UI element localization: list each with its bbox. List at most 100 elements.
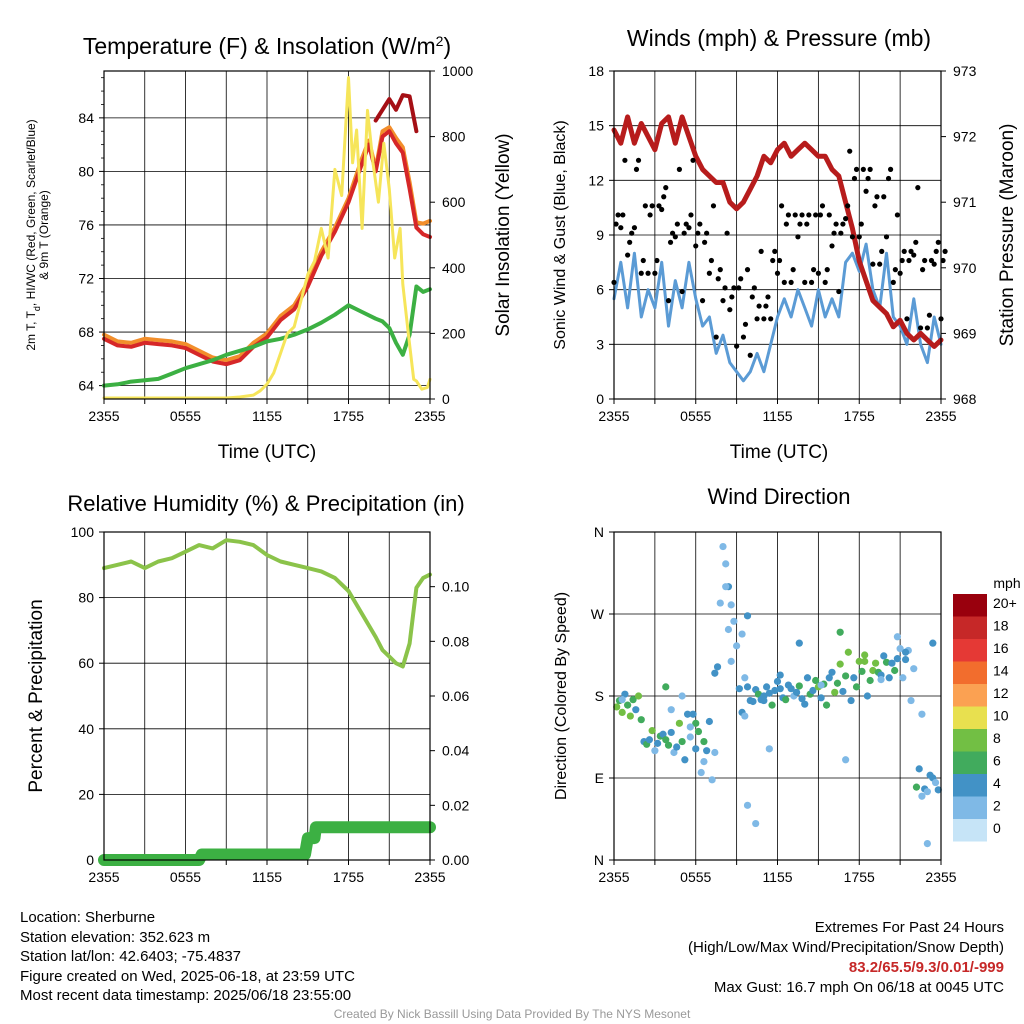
- wind-direction-point: [896, 645, 904, 653]
- gust-point: [804, 221, 810, 227]
- gust-point: [924, 325, 930, 331]
- gust-point: [851, 175, 858, 182]
- wind-direction-point: [711, 748, 719, 757]
- gust-point: [836, 288, 842, 295]
- gust-point: [920, 267, 926, 273]
- extremes-subtitle: (High/Low/Max Wind/Precipitation/Snow De…: [688, 939, 1004, 956]
- x-tick-label: 1155: [762, 869, 792, 885]
- y2-tick-label: 0.06: [442, 688, 469, 704]
- x-tick-label: 0555: [170, 869, 201, 885]
- y2-tick-label: 973: [953, 63, 977, 79]
- station-info: Location: Sherburne Station elevation: 3…: [20, 908, 355, 1006]
- gust-point: [738, 276, 744, 282]
- gust-point: [672, 234, 678, 240]
- gust-point: [915, 185, 921, 191]
- gust-point: [942, 248, 948, 254]
- winds-plot-area: 2355 0555 1155 1755 235503691215189689699709…: [588, 63, 976, 424]
- y-tick-label: W: [591, 606, 605, 622]
- gust-point: [656, 203, 662, 209]
- temperature-panel: Temperature (F) & Insolation (W/m2) 2355…: [24, 33, 514, 463]
- x-tick-label: 0555: [680, 408, 711, 424]
- legend-swatch: [953, 661, 987, 684]
- gust-point: [763, 303, 769, 309]
- gust-point: [843, 216, 849, 222]
- wind-direction-point: [763, 683, 771, 691]
- wind-direction-point: [882, 658, 891, 666]
- legend-swatch: [953, 639, 987, 662]
- wind-direction-point: [754, 690, 763, 698]
- wind-direction-point: [634, 692, 643, 700]
- gust-point: [665, 298, 672, 304]
- x-tick-label: 1155: [252, 408, 282, 424]
- station-location: Location: Sherburne: [20, 909, 156, 926]
- temperature-plot-area: 2355 0555 1155 1755 2355 64 68 72 76 80 84 0 200 400 6…: [78, 63, 473, 424]
- y-tick-label: E: [595, 770, 604, 786]
- gust-point: [894, 212, 901, 218]
- winds-x-axis-label: Time (UTC): [730, 442, 829, 463]
- y-tick-label: 72: [78, 271, 94, 287]
- rh-series-line-1: [98, 821, 436, 866]
- wind-direction-point: [645, 736, 654, 744]
- wind-direction-point: [752, 819, 760, 828]
- humidity-panel: Relative Humidity (%) & Precipitation (i…: [26, 491, 469, 885]
- gust-point: [829, 243, 835, 249]
- gust-point: [872, 203, 878, 209]
- x-tick-label: 1155: [252, 869, 282, 885]
- gust-point: [799, 212, 805, 218]
- wind-direction-panel: Wind Direction 2355 0555 1155 1755 2355NESWN…: [553, 484, 1021, 885]
- gust-point: [826, 212, 832, 218]
- wind-direction-point: [776, 685, 784, 693]
- gust-point: [858, 221, 864, 227]
- gust-point: [781, 279, 787, 285]
- wind-direction-point: [836, 628, 844, 636]
- gust-point: [661, 194, 667, 200]
- gust-point: [797, 221, 803, 227]
- legend-label: 12: [993, 685, 1009, 701]
- y-tick-label: 15: [588, 118, 604, 134]
- gust-point: [906, 257, 912, 264]
- rh-series-line-0: [102, 538, 432, 669]
- gust-point: [642, 203, 648, 209]
- legend-swatch: [953, 594, 987, 617]
- wind-direction-point: [923, 840, 931, 848]
- y-tick-label: 0: [596, 391, 604, 407]
- pressure-y-axis-label: Station Pressure (Maroon): [997, 124, 1018, 347]
- wind-direction-point: [893, 655, 902, 663]
- x-tick-label: 2355: [925, 869, 956, 885]
- gust-point: [620, 212, 626, 218]
- y-tick-label: 3: [596, 336, 604, 352]
- humidity-y-axis-label: Percent & Precipitation: [26, 599, 47, 792]
- gust-point: [706, 270, 712, 276]
- recent-timestamp: Most recent data timestamp: 2025/06/18 2…: [20, 987, 352, 1004]
- gust-point: [856, 234, 862, 240]
- y2-tick-label: 1000: [442, 63, 473, 79]
- gust-point: [772, 248, 778, 254]
- gust-point: [901, 248, 907, 254]
- gust-point: [710, 203, 717, 209]
- legend-swatch: [953, 796, 987, 819]
- wind-direction-point: [716, 599, 724, 607]
- wind-direction-point: [858, 667, 866, 676]
- insolation-y-axis-label: Solar Insolation (Yellow): [493, 133, 514, 336]
- gust-point: [645, 270, 651, 276]
- speed-colorbar-legend: 20+ 18 16 14 12 10 8 6 4 2 0: [953, 594, 1017, 842]
- gust-point: [631, 225, 638, 231]
- gust-point: [908, 248, 914, 254]
- winds-series-line-0: [612, 242, 943, 383]
- plot-frame: [103, 70, 431, 400]
- wind-direction-point: [907, 696, 915, 705]
- gust-point: [727, 307, 733, 313]
- x-tick-label: 2355: [88, 869, 119, 885]
- extremes-values: 83.2/65.5/9.3/0.01/-999: [848, 959, 1004, 976]
- plot-frame: [613, 70, 942, 400]
- gust-point: [933, 248, 939, 254]
- x-tick-label: 0555: [170, 408, 201, 424]
- wind-direction-point: [872, 659, 880, 667]
- wind-direction-point: [624, 701, 632, 709]
- legend-swatch: [953, 774, 987, 797]
- gust-point: [865, 175, 871, 182]
- wind-direction-point: [711, 669, 719, 677]
- wind-direction-point: [618, 708, 626, 717]
- legend-swatch: [953, 684, 987, 707]
- wind-direction-point: [749, 697, 757, 706]
